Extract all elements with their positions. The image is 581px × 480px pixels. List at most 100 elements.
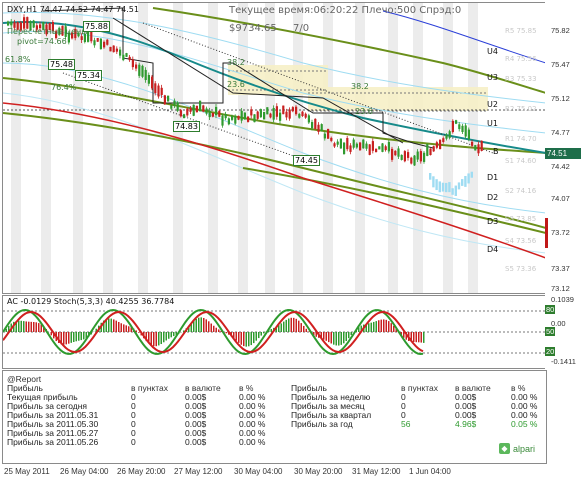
ac-bar [63,332,65,345]
price-chart[interactable] [3,3,546,293]
ac-bar [110,318,112,332]
candle-body [407,152,410,158]
ac-bar [38,323,40,332]
ac-bar [375,321,377,332]
report-left-points: 0 [131,428,136,438]
symbol-ohlc: DXY,H1 74.47 74.52 74.47 74.51 [7,5,139,14]
level-u4: U4 [487,47,498,56]
candle-body [240,110,243,121]
ac-bar [33,321,35,332]
y-tick: 74.42 [551,162,570,171]
session-band [238,3,248,293]
candle-body [35,25,38,30]
candle-body [179,110,182,117]
ma-olive-upper [152,7,546,94]
time-tick: 1 Jun 04:00 [409,467,451,476]
fib-label-764: 76.4% [51,83,77,92]
candle-body [160,87,163,96]
candle-body [77,33,80,37]
report-right-pct: 0.05 % [511,419,538,429]
candle-body [167,95,170,102]
report-right-currency: 4.96$ [455,419,477,429]
oscillator-title: AC -0.0129 Stoch(5,3,3) 40.4255 36.7784 [7,297,175,306]
fib-label-382a: 38.2 [227,58,245,67]
candle-body [298,113,301,118]
ac-bar [373,321,375,332]
candle-body [64,26,67,37]
ac-bar [50,332,52,336]
ac-bar [80,332,82,341]
candle-body [323,133,326,139]
report-left-pct: 0.00 % [239,419,266,429]
stoch-signal-line [3,310,424,354]
session-band [443,3,453,293]
candle-body [381,143,384,152]
candle-body [147,75,150,84]
ac-bar [338,332,340,346]
ac-bar [213,325,215,332]
candle-body [93,40,96,46]
ac-bar [70,332,72,343]
ac-bar [188,325,190,332]
projection-bar [448,182,451,193]
candle-body [266,107,269,115]
ac-bar [135,330,137,332]
ac-bar [153,332,155,347]
report-right-points: 0 [401,392,406,402]
ac-bar [218,329,220,332]
candle-body [317,124,320,132]
ac-bar [390,323,392,332]
candle-body [74,28,77,39]
y-tick: 75.12 [551,94,570,103]
price-box-4: 74.83 [173,121,200,132]
candle-body [307,115,310,123]
candle-body [32,20,35,28]
candle-body [368,144,371,155]
candle-body [352,139,355,148]
ac-bar [258,332,260,339]
ac-bar [405,332,407,340]
candle-body [163,95,166,105]
time-axis[interactable]: 25 May 2011 26 May 04:00 26 May 20:00 27 Ma… [2,462,545,480]
ac-bar [195,318,197,332]
ac-bar [388,321,390,332]
candle-body [16,22,19,30]
candle-body [115,48,118,52]
rs-s4: S4 73.56 [505,237,537,245]
ac-bar [275,326,277,332]
candle-body [186,108,189,116]
candle-body [208,110,211,118]
report-right-label: Прибыль [291,383,327,393]
oscillator-chart[interactable] [3,296,546,368]
candle-body [247,116,250,122]
candle-body [349,145,352,152]
candle-body [295,106,298,115]
ac-bar [298,320,300,332]
candle-body [237,115,240,120]
ac-bar [325,332,327,341]
candle-body [138,64,141,76]
ac-bar [103,320,105,332]
ac-bar [115,320,117,332]
ac-bar [253,332,255,344]
report-left-pct: 0.00 % [239,437,266,447]
ma-olive-mid [3,77,546,154]
ac-bar [120,323,122,332]
osc-y-50: 50 [545,327,556,336]
candle-body [131,59,134,68]
candle-body [336,141,339,145]
oscillator-axis[interactable]: 0.1039 80 0.00 50 20 -0.1411 [545,295,581,369]
candle-body [416,151,419,160]
oscillator-panel[interactable]: AC -0.0129 Stoch(5,3,3) 40.4255 36.7784 [2,295,547,369]
candle-body [83,33,86,43]
report-left-label: Прибыль за 2011.05.27 [7,428,99,438]
report-left-points: 0 [131,392,136,402]
main-chart-panel[interactable]: DXY,H1 74.47 74.52 74.47 74.51 Текущее в… [2,2,547,294]
ac-bar [158,332,160,346]
level-u1: U1 [487,119,498,128]
ac-bar [40,324,42,332]
candle-body [394,150,397,156]
candle-body [448,131,451,138]
candle-body [96,38,99,42]
